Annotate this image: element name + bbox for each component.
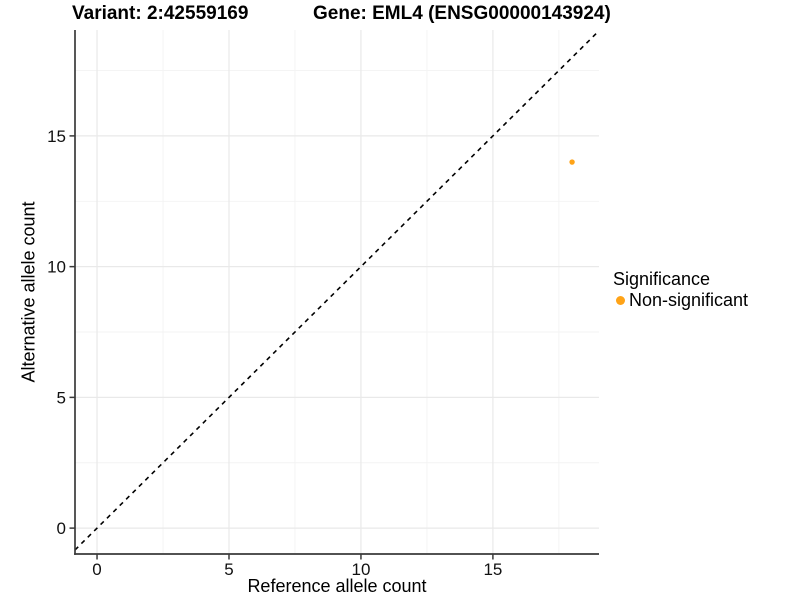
identity-line xyxy=(74,30,600,551)
y-tick-label: 15 xyxy=(47,127,66,146)
legend-key-dot-icon xyxy=(616,295,625,305)
data-point xyxy=(569,159,575,165)
x-tick-label: 0 xyxy=(92,560,101,579)
variant-title: Variant: 2:42559169 xyxy=(72,3,249,24)
x-tick-label: 5 xyxy=(224,560,233,579)
x-axis-label: Reference allele count xyxy=(247,576,427,596)
y-tick-label: 5 xyxy=(57,388,66,407)
x-tick-label: 15 xyxy=(483,560,502,579)
y-axis-label: Alternative allele count xyxy=(18,201,39,383)
y-tick-label: 10 xyxy=(47,258,66,277)
y-tick-label: 0 xyxy=(57,519,66,538)
legend-title: Significance xyxy=(613,269,711,289)
gene-title: Gene: EML4 (ENSG00000143924) xyxy=(313,3,611,24)
legend: Significance Non-significant xyxy=(613,269,748,310)
legend-item-label: Non-significant xyxy=(629,290,749,310)
x-tick-label: 10 xyxy=(351,560,370,579)
legend-item: Non-significant xyxy=(613,290,748,310)
